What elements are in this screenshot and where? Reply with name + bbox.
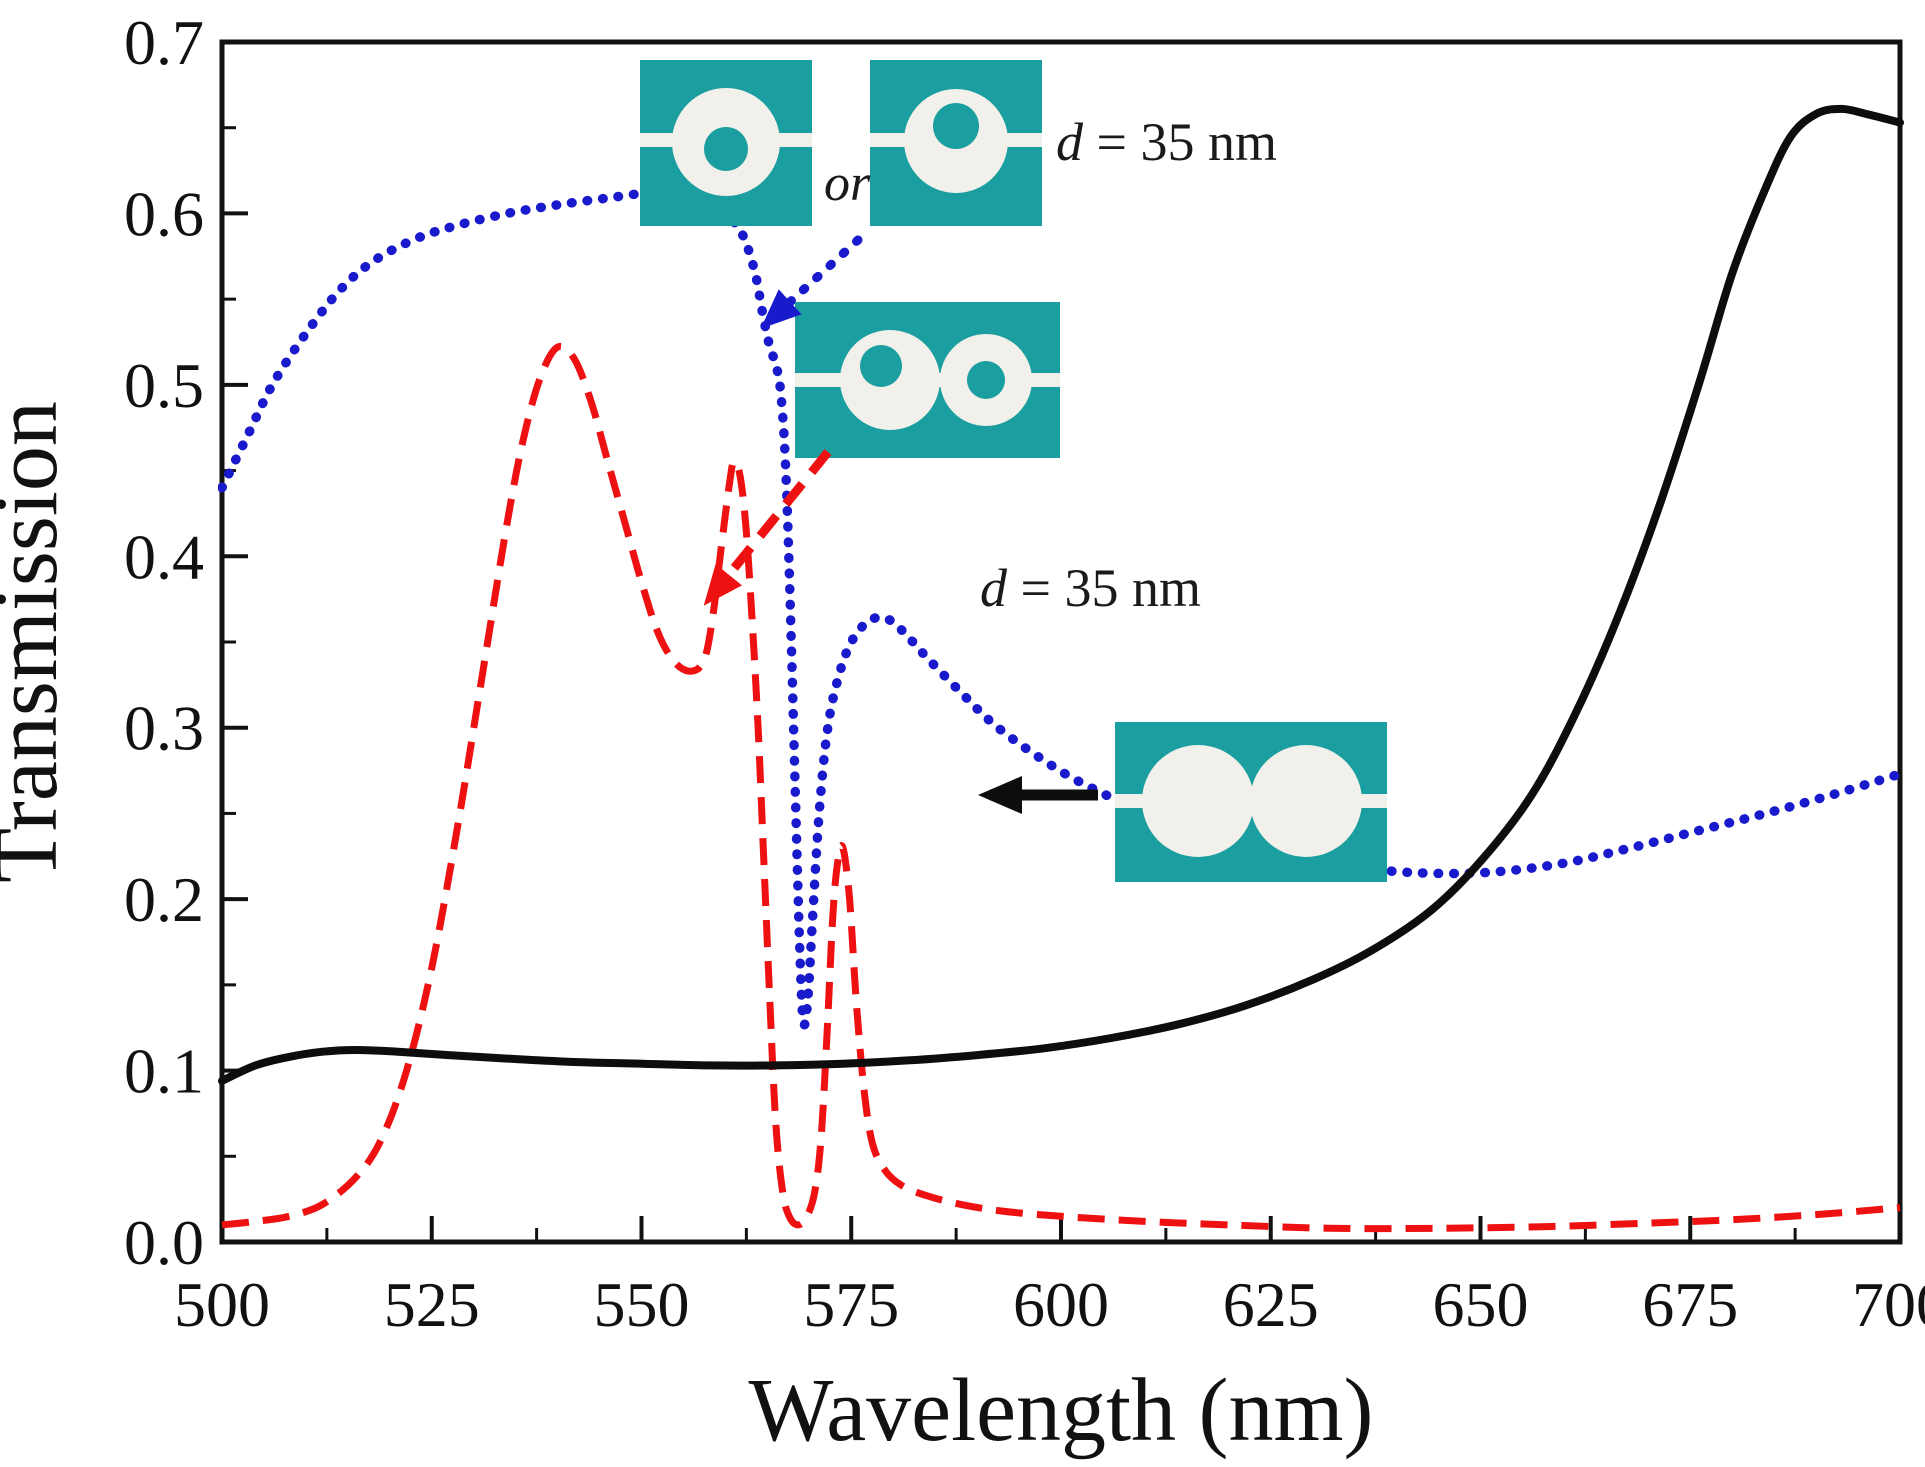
y-tick-label: 0.3 xyxy=(124,693,204,764)
nanodisk xyxy=(1250,745,1362,857)
series-curves xyxy=(218,104,1904,1233)
x-tick-label: 650 xyxy=(1433,1269,1529,1340)
d-equals-35nm-label-mid: d = 35 nm xyxy=(980,558,1201,618)
d-equals-35nm-label-top: d = 35 nm xyxy=(1056,112,1277,172)
curve-solid xyxy=(218,104,1904,1085)
x-tick-label: 675 xyxy=(1642,1269,1738,1340)
x-tick-label: 575 xyxy=(803,1269,899,1340)
y-tick-label: 0.4 xyxy=(124,521,204,592)
y-tick-label: 0.5 xyxy=(124,350,204,421)
y-tick-label: 0.7 xyxy=(124,7,204,78)
ring-core xyxy=(933,103,979,149)
x-tick-label: 625 xyxy=(1223,1269,1319,1340)
pointer-arrows xyxy=(703,235,1098,814)
red-dashed-arrow xyxy=(703,449,832,606)
blue-dotted-arrow xyxy=(760,235,863,329)
x-tick-label: 550 xyxy=(594,1269,690,1340)
axes: 500 525 550 575 600 625 650 675 700 0.0 0.1 0.2 0.3 0… xyxy=(124,7,1925,1340)
ring-core xyxy=(860,345,902,387)
ring-core xyxy=(967,361,1005,399)
y-tick-label: 0.1 xyxy=(124,1036,204,1107)
x-tick-label: 500 xyxy=(174,1269,270,1340)
x-tick-label: 600 xyxy=(1013,1269,1109,1340)
curve-dashed xyxy=(221,342,1901,1233)
nanodisk xyxy=(1142,745,1254,857)
inset-single-ring-small-core xyxy=(640,60,812,226)
plot-frame xyxy=(219,39,1903,1245)
x-tick-label: 700 xyxy=(1852,1269,1925,1340)
y-tick-label: 0.0 xyxy=(124,1207,204,1278)
or-label: or xyxy=(824,155,871,212)
x-axis-title: Wavelength (nm) xyxy=(748,1361,1373,1460)
y-tick-label: 0.2 xyxy=(124,864,204,935)
x-tick-label: 525 xyxy=(384,1269,480,1340)
ring-core xyxy=(704,127,748,171)
inset-single-ring-large-core xyxy=(870,60,1042,226)
inset-double-ring xyxy=(795,302,1060,458)
y-axis-title: Transmission xyxy=(0,401,76,883)
inset-double-disk xyxy=(1115,722,1387,882)
y-tick-label: 0.6 xyxy=(124,178,204,249)
